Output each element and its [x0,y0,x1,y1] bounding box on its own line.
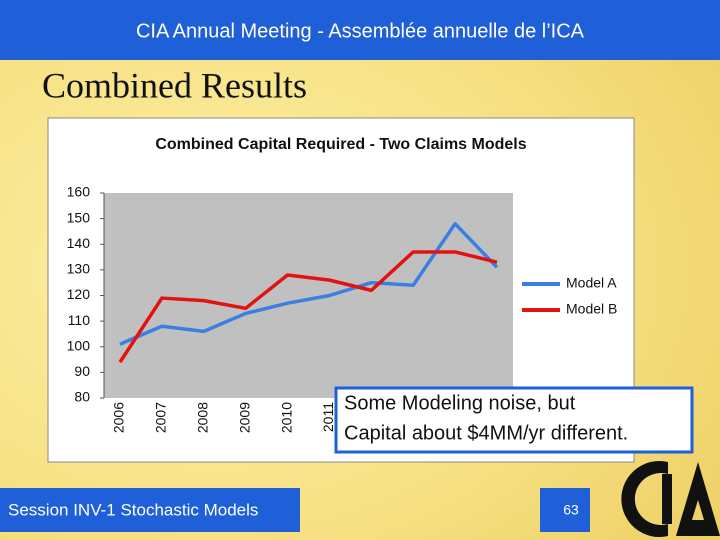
series-line [118,250,498,364]
annotation-line: Some Modeling noise, but [344,392,576,414]
page-number: 63 [563,502,579,518]
y-tick-label: 120 [67,286,91,302]
y-tick-label: 140 [67,235,91,251]
legend-label: Model A [566,275,617,291]
x-tick-label: 2010 [278,402,294,433]
x-tick-label: 2008 [194,402,210,433]
x-tick-label: 2007 [153,402,169,433]
x-tick-label: 2006 [111,402,127,433]
slide-title: Combined Results [42,65,307,105]
y-tick-label: 90 [74,363,90,379]
y-tick-label: 100 [67,337,91,353]
x-tick-label: 2009 [236,402,252,433]
x-tick-label: 2011 [320,402,336,432]
page-number-box [540,488,590,532]
y-tick-label: 130 [67,261,91,277]
annotation-box [334,386,694,454]
chart: 80 90 100 110 120 130 140 150 160 2006 2007 2008 200… [67,184,618,433]
header: CIA Annual Meeting - Assemblée annuelle … [136,20,585,42]
chart-title: Combined Capital Required - Two Claims M… [155,136,526,153]
y-tick-label: 160 [67,184,91,200]
annotation-line: Capital about $4MM/yr different. [344,422,628,444]
y-tick-label: 110 [68,312,91,328]
logo [621,460,720,537]
legend-label: Model B [566,301,617,317]
footer: Session INV-1 Stochastic Models [8,500,258,519]
series-line [119,222,499,346]
header-bar [0,0,720,60]
plot-area [104,193,513,398]
y-tick-label: 80 [74,389,90,405]
y-tick-label: 150 [67,209,91,225]
footer-bar [0,488,300,532]
